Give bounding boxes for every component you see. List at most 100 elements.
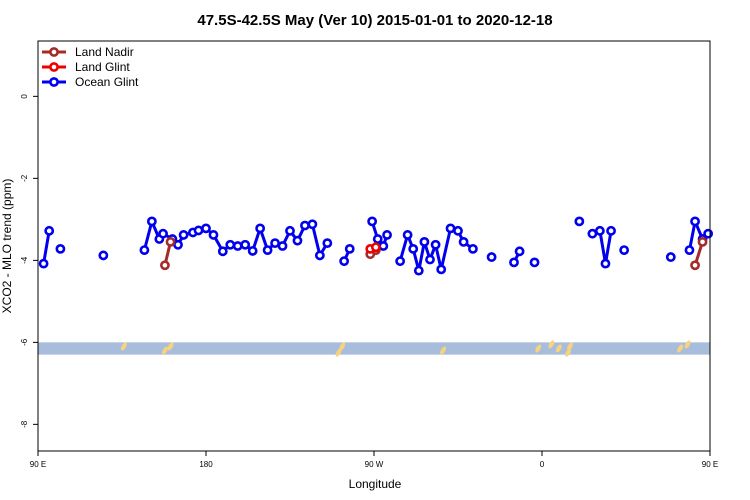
land-nadir-point <box>690 260 700 271</box>
x-tick-label: 90 W <box>365 460 384 469</box>
land-glint-point <box>370 242 381 253</box>
legend-item-land-glint: Land Glint <box>42 60 130 74</box>
y-axis-title: XCO2 - MLO trend (ppm) <box>0 179 14 314</box>
y-tick-label: -2 <box>20 174 29 182</box>
ocean-glint-point <box>690 216 700 227</box>
ocean-glint-point <box>529 257 540 268</box>
land-patch <box>339 342 346 351</box>
ocean-glint-point <box>619 245 630 255</box>
ocean-glint-point <box>139 245 150 255</box>
legend-item-ocean-glint: Ocean Glint <box>42 75 139 89</box>
ocean-glint-point <box>270 238 280 249</box>
y-tick-label: -4 <box>20 256 29 264</box>
ocean-glint-point <box>146 216 157 227</box>
legend-item-land-nadir: Land Nadir <box>42 45 134 59</box>
ocean-glint-point <box>38 258 49 269</box>
ocean-glint-point <box>458 236 469 247</box>
land-patch <box>555 344 562 353</box>
ocean-glint-line <box>42 230 51 264</box>
ocean-glint-point <box>382 230 392 240</box>
ocean-glint-point <box>600 258 611 269</box>
series-land-glint <box>365 242 381 254</box>
ocean-glint-point <box>372 234 383 244</box>
ocean-glint-point <box>255 223 266 234</box>
ocean-glint-point <box>665 252 676 262</box>
land-patch <box>684 340 691 349</box>
legend-label: Land Nadir <box>75 45 134 59</box>
ocean-glint-point <box>425 254 435 265</box>
ocean-glint-point <box>232 241 243 251</box>
ocean-glint-point <box>486 252 497 262</box>
ocean-glint-point <box>307 219 318 230</box>
ocean-glint-point <box>322 238 333 249</box>
ocean-glint-point <box>453 225 463 236</box>
legend-swatch-marker <box>49 77 59 87</box>
ocean-glint-point <box>413 265 424 276</box>
y-tick-label: -6 <box>20 338 29 346</box>
ocean-glint-point <box>44 225 55 236</box>
ocean-glint-point <box>419 236 430 247</box>
y-tick-label: -8 <box>20 420 29 428</box>
ocean-glint-point <box>240 239 251 250</box>
land-layer <box>38 340 710 357</box>
land-patch <box>567 342 573 351</box>
ocean-glint-point <box>158 228 168 239</box>
y-tick-label: 0 <box>20 94 29 99</box>
land-patch <box>548 340 555 349</box>
ocean-glint-point <box>201 223 211 234</box>
ocean-glint-point <box>468 243 478 254</box>
land-patch <box>677 344 684 353</box>
ocean-glint-point <box>514 246 525 257</box>
legend-swatch-marker <box>49 62 59 72</box>
ocean-glint-point <box>606 225 616 236</box>
ocean-glint-point <box>178 230 189 240</box>
land-band <box>38 342 710 355</box>
land-nadir-point <box>697 236 708 247</box>
ocean-glint-point <box>509 257 519 268</box>
land-nadir-point <box>160 260 170 271</box>
ocean-glint-point <box>402 230 413 240</box>
x-axis-title: Longitude <box>349 477 402 491</box>
ocean-glint-point <box>285 225 295 236</box>
ocean-glint-point <box>292 235 303 246</box>
ocean-glint-point <box>574 216 585 227</box>
land-patch <box>120 342 127 351</box>
ocean-glint-point <box>395 256 406 267</box>
ocean-glint-point <box>430 239 441 250</box>
ocean-glint-point <box>225 239 236 250</box>
x-tick-label: 0 <box>540 460 545 469</box>
ocean-glint-point <box>339 256 350 267</box>
land-patch <box>535 344 542 353</box>
x-tick-label: 90 E <box>30 460 46 469</box>
ocean-glint-point <box>193 225 204 236</box>
chart-title: 47.5S-42.5S May (Ver 10) 2015-01-01 to 2… <box>197 12 552 29</box>
ocean-glint-point <box>344 243 355 254</box>
land-nadir-point <box>165 236 176 247</box>
ocean-glint-point <box>684 245 695 255</box>
legend-label: Ocean Glint <box>75 75 139 89</box>
ocean-glint-point <box>445 223 456 234</box>
ocean-glint-point <box>173 239 183 250</box>
ocean-glint-point <box>277 241 288 251</box>
ocean-glint-point <box>314 250 325 261</box>
land-patch <box>161 346 168 355</box>
y-axis: 0 -2 -4 -6 -8 <box>20 94 38 428</box>
legend-swatch-marker <box>49 47 59 57</box>
land-patch <box>335 348 342 357</box>
ocean-glint-point <box>436 264 447 275</box>
ocean-glint-point <box>408 243 419 254</box>
ocean-glint-point <box>367 216 378 227</box>
ocean-glint-point <box>217 246 228 257</box>
ocean-glint-point <box>300 220 310 231</box>
x-axis: 90 E 180 90 W 0 90 E <box>30 451 718 469</box>
land-patch <box>565 348 572 357</box>
ocean-glint-point <box>55 243 66 254</box>
x-tick-label: 90 E <box>702 460 718 469</box>
land-patch <box>167 342 174 351</box>
ocean-glint-point <box>262 245 273 255</box>
ocean-glint-point <box>98 250 109 261</box>
x-tick-label: 180 <box>199 460 213 469</box>
